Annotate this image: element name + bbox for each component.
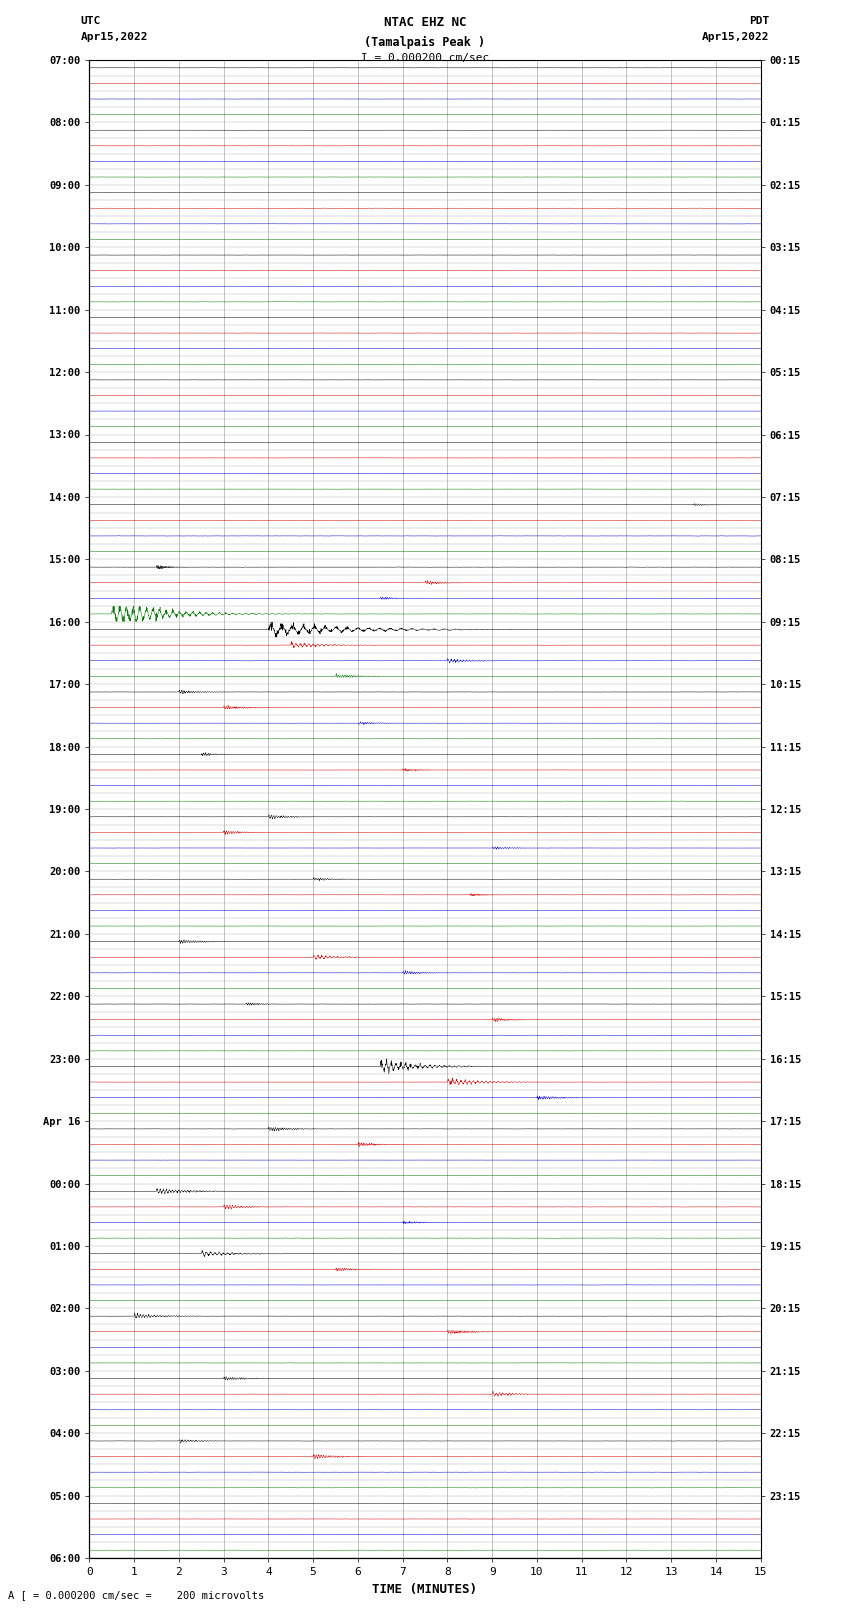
X-axis label: TIME (MINUTES): TIME (MINUTES) (372, 1582, 478, 1595)
Text: I = 0.000200 cm/sec: I = 0.000200 cm/sec (361, 53, 489, 63)
Text: A [ = 0.000200 cm/sec =    200 microvolts: A [ = 0.000200 cm/sec = 200 microvolts (8, 1590, 264, 1600)
Text: (Tamalpais Peak ): (Tamalpais Peak ) (365, 35, 485, 48)
Text: Apr15,2022: Apr15,2022 (81, 32, 148, 42)
Text: UTC: UTC (81, 16, 101, 26)
Text: PDT: PDT (749, 16, 769, 26)
Text: NTAC EHZ NC: NTAC EHZ NC (383, 16, 467, 29)
Text: Apr15,2022: Apr15,2022 (702, 32, 769, 42)
